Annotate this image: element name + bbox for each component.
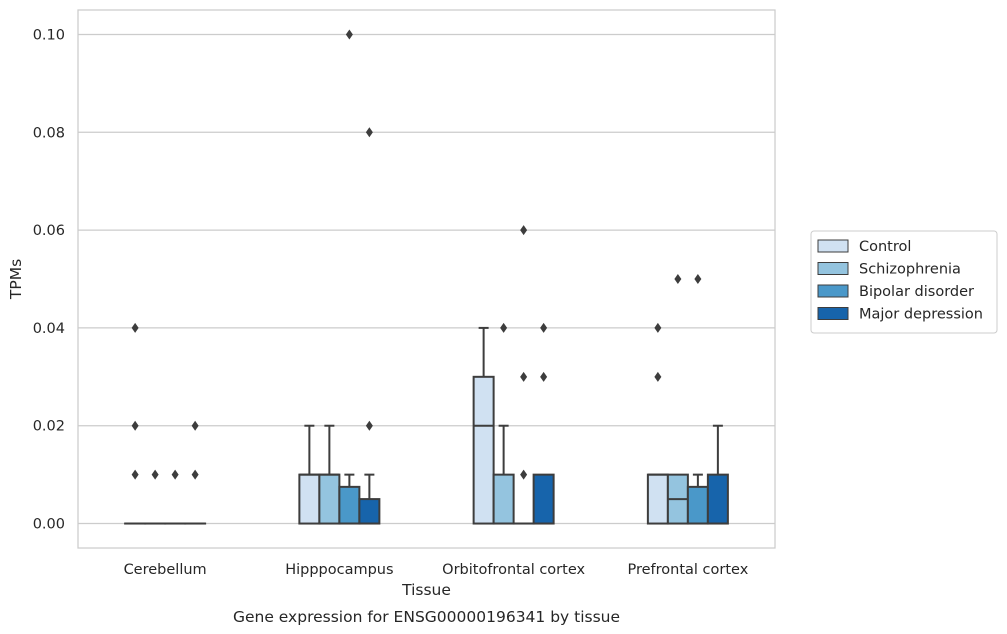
outlier-point <box>520 469 528 480</box>
outlier-point <box>540 371 548 382</box>
outlier-point <box>191 469 199 480</box>
outlier-point <box>151 469 159 480</box>
box-rect <box>646 473 669 525</box>
chart-caption: Gene expression for ENSG00000196341 by t… <box>233 608 620 626</box>
box-group <box>298 424 321 525</box>
box-rect <box>706 473 729 525</box>
legend-item: Schizophrenia <box>817 262 961 278</box>
plot-area-frame <box>77 9 776 549</box>
box-group <box>472 326 495 525</box>
legend-swatch <box>817 307 849 320</box>
legend-item: Control <box>817 239 911 255</box>
legend-item: Major depression <box>817 307 983 323</box>
box-rect <box>298 473 321 525</box>
legend-swatch <box>817 239 849 253</box>
outlier-point <box>654 322 662 333</box>
legend: Control Schizophrenia Bipolar disorder Majo… <box>810 230 998 334</box>
box-group <box>164 469 187 525</box>
outlier-point <box>131 322 139 333</box>
y-tick-label: 0.06 <box>33 223 65 239</box>
outlier-point <box>131 469 139 480</box>
box-group <box>358 127 381 525</box>
box-rect <box>472 375 495 525</box>
box-group <box>144 469 167 525</box>
outlier-point <box>345 29 353 40</box>
x-tick-label: Prefrontal cortex <box>627 562 748 578</box>
legend-label: Schizophrenia <box>859 262 961 278</box>
boxes <box>124 29 729 525</box>
box-rect <box>318 473 341 525</box>
x-axis-title: Tissue <box>401 581 451 599</box>
x-tick-label: Orbitofrontal cortex <box>442 562 585 578</box>
x-tick-label: Cerebellum <box>124 562 207 578</box>
outlier-point <box>365 420 373 431</box>
box-group <box>686 274 709 525</box>
box-group <box>646 322 669 525</box>
outlier-point <box>131 420 139 431</box>
box-rect <box>492 473 515 525</box>
y-tick-label: 0.04 <box>33 321 65 337</box>
box-rect <box>338 485 361 525</box>
outlier-point <box>500 322 508 333</box>
box-group <box>512 225 535 525</box>
legend-frame <box>810 230 998 334</box>
legend-items: Control Schizophrenia Bipolar disorder Majo… <box>817 239 983 323</box>
legend-item: Bipolar disorder <box>817 284 974 300</box>
y-axis-ticks: 0.00 0.02 0.04 0.06 0.08 0.10 <box>33 27 65 532</box>
y-axis-title: TPMs <box>7 259 25 300</box>
box-group <box>318 424 341 525</box>
outlier-point <box>520 371 528 382</box>
box-rect <box>532 473 555 525</box>
x-tick-label: Hipppocampus <box>285 562 393 578</box>
legend-label: Major depression <box>859 307 983 323</box>
y-tick-label: 0.02 <box>33 419 65 435</box>
outlier-point <box>540 322 548 333</box>
box-rect <box>686 485 709 525</box>
legend-label: Bipolar disorder <box>859 284 974 300</box>
box-group <box>184 420 207 525</box>
y-tick-label: 0.00 <box>33 517 65 533</box>
box-rect <box>358 498 381 525</box>
outlier-point <box>171 469 179 480</box>
box-group <box>706 424 729 525</box>
box-group <box>338 29 361 525</box>
outlier-point <box>654 371 662 382</box>
outlier-point <box>520 225 528 236</box>
y-tick-label: 0.10 <box>33 27 65 43</box>
box-group <box>124 322 147 525</box>
box-group <box>532 322 555 525</box>
legend-label: Control <box>859 239 911 255</box>
box-group <box>666 274 689 525</box>
grid-lines <box>78 33 775 525</box>
legend-swatch <box>817 262 849 275</box>
legend-swatch <box>817 284 849 298</box>
outlier-point <box>191 420 199 431</box>
outlier-point <box>365 127 373 138</box>
outlier-point <box>694 274 702 284</box>
x-axis-ticks: Cerebellum Hipppocampus Orbitofrontal cort… <box>124 562 749 578</box>
outlier-point <box>674 274 682 284</box>
y-tick-label: 0.08 <box>33 125 65 141</box>
box-group <box>492 322 515 525</box>
